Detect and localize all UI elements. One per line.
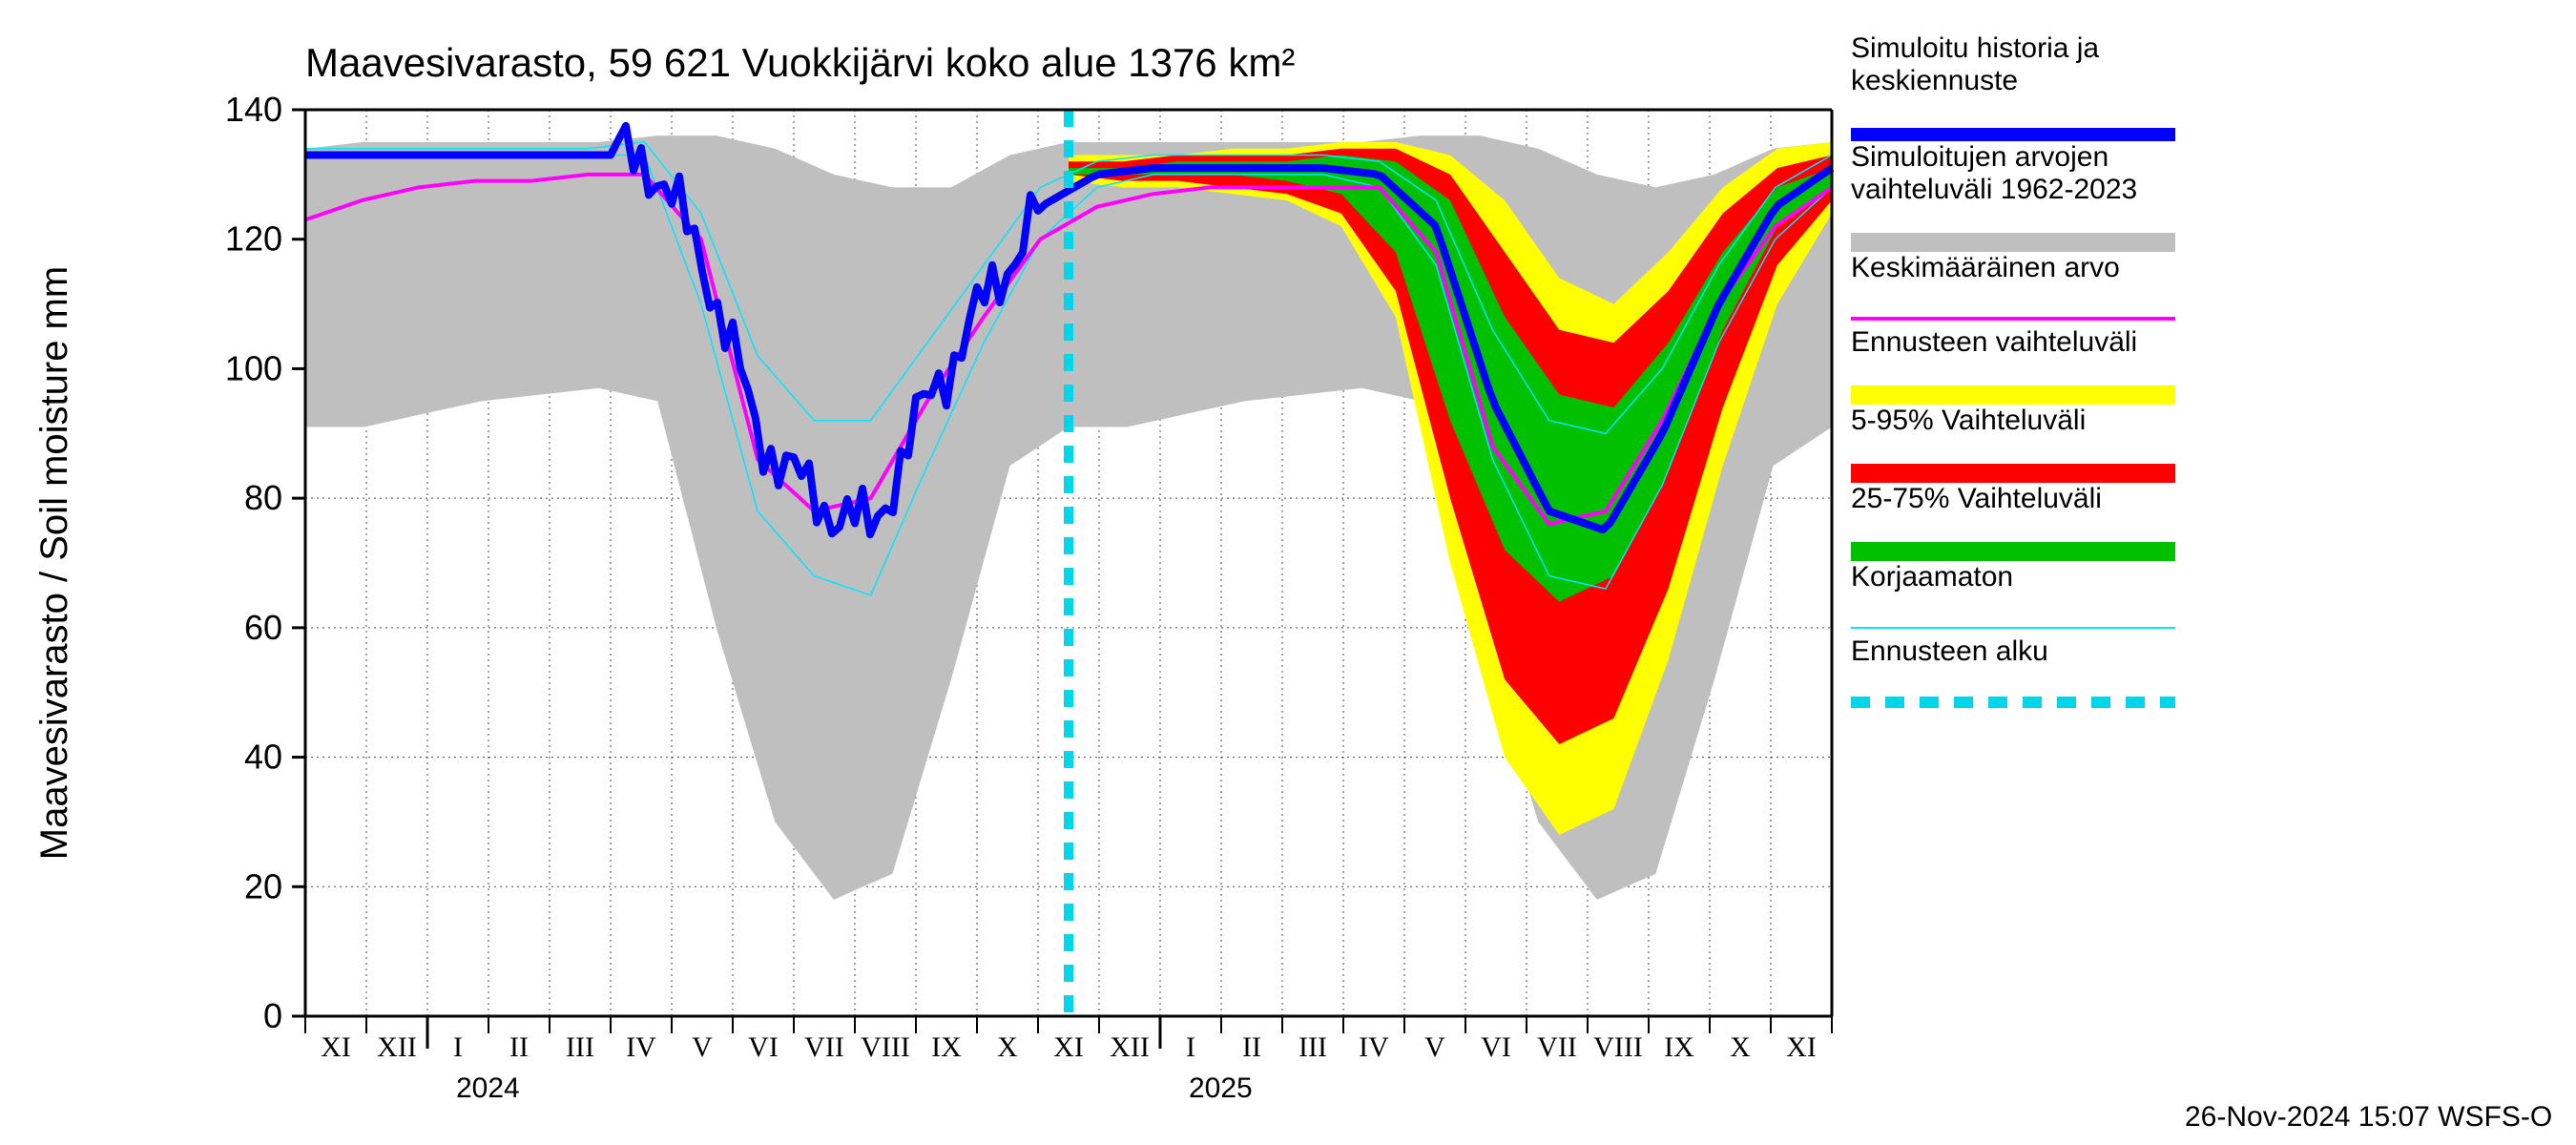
x-tick-label: XI [1786,1031,1817,1063]
x-tick-label: VIII [1593,1031,1643,1063]
y-tick-label: 40 [244,738,282,777]
x-year-label: 2024 [456,1072,520,1104]
x-tick-label: I [453,1031,463,1063]
legend-swatch [1851,385,2175,405]
x-tick-label: XI [321,1031,351,1063]
footer-timestamp: 26-Nov-2024 15:07 WSFS-O [2185,1101,2552,1133]
y-tick-label: 100 [225,348,282,387]
y-tick-label: 140 [225,90,282,129]
legend-swatch [1851,464,2175,483]
x-tick-label: XI [1053,1031,1084,1063]
chart-svg: 020406080100120140XIXIIIIIIIIIVVVIVIIVII… [0,0,2576,1145]
y-tick-label: 120 [225,219,282,259]
x-tick-label: I [1186,1031,1195,1063]
chart-title: Maavesivarasto, 59 621 Vuokkijärvi koko … [305,40,1295,85]
x-tick-label: VII [1537,1031,1577,1063]
x-tick-label: III [1298,1031,1327,1063]
legend-label: Ennusteen vaihteluväli [1851,326,2137,358]
x-tick-label: XII [1110,1031,1150,1063]
y-axis-label: Maavesivarasto / Soil moisture mm [33,266,75,860]
y-tick-label: 20 [244,866,282,906]
x-tick-label: V [692,1031,713,1063]
legend-label: 5-95% Vaihteluväli [1851,405,2086,436]
x-tick-label: V [1424,1031,1445,1063]
x-tick-label: VI [748,1031,779,1063]
x-tick-label: II [1242,1031,1261,1063]
chart-root: 020406080100120140XIXIIIIIIIIIVVVIVIIVII… [0,0,2576,1145]
x-tick-label: XII [377,1031,417,1063]
legend-label: Simuloitujen arvojen [1851,141,2109,173]
x-tick-label: VII [804,1031,844,1063]
legend-label: Korjaamaton [1851,561,2013,593]
x-tick-label: VIII [861,1031,910,1063]
x-tick-label: IV [626,1031,656,1063]
x-year-label: 2025 [1189,1072,1253,1104]
x-tick-label: X [1730,1031,1751,1063]
legend-label: Simuloitu historia ja [1851,32,2099,64]
x-tick-label: III [566,1031,594,1063]
x-tick-label: IX [931,1031,962,1063]
x-tick-label: IV [1359,1031,1389,1063]
legend-label: keskiennuste [1851,65,2018,96]
y-tick-label: 60 [244,608,282,647]
y-tick-label: 0 [263,996,282,1035]
x-tick-label: II [509,1031,529,1063]
legend-swatch [1851,128,2175,141]
x-tick-label: X [997,1031,1018,1063]
x-tick-label: IX [1664,1031,1694,1063]
x-tick-label: VI [1481,1031,1511,1063]
legend-label: 25-75% Vaihteluväli [1851,483,2102,514]
legend-label: Ennusteen alku [1851,635,2048,667]
legend-label: Keskimääräinen arvo [1851,252,2120,283]
y-tick-label: 80 [244,478,282,517]
legend-label: vaihteluväli 1962-2023 [1851,174,2137,205]
legend-swatch [1851,542,2175,561]
legend-swatch [1851,233,2175,252]
